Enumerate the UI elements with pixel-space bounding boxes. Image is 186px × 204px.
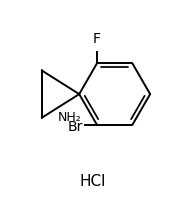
- Text: F: F: [93, 32, 101, 45]
- Text: Br: Br: [68, 119, 83, 133]
- Text: NH₂: NH₂: [57, 110, 81, 123]
- Text: HCl: HCl: [80, 173, 106, 188]
